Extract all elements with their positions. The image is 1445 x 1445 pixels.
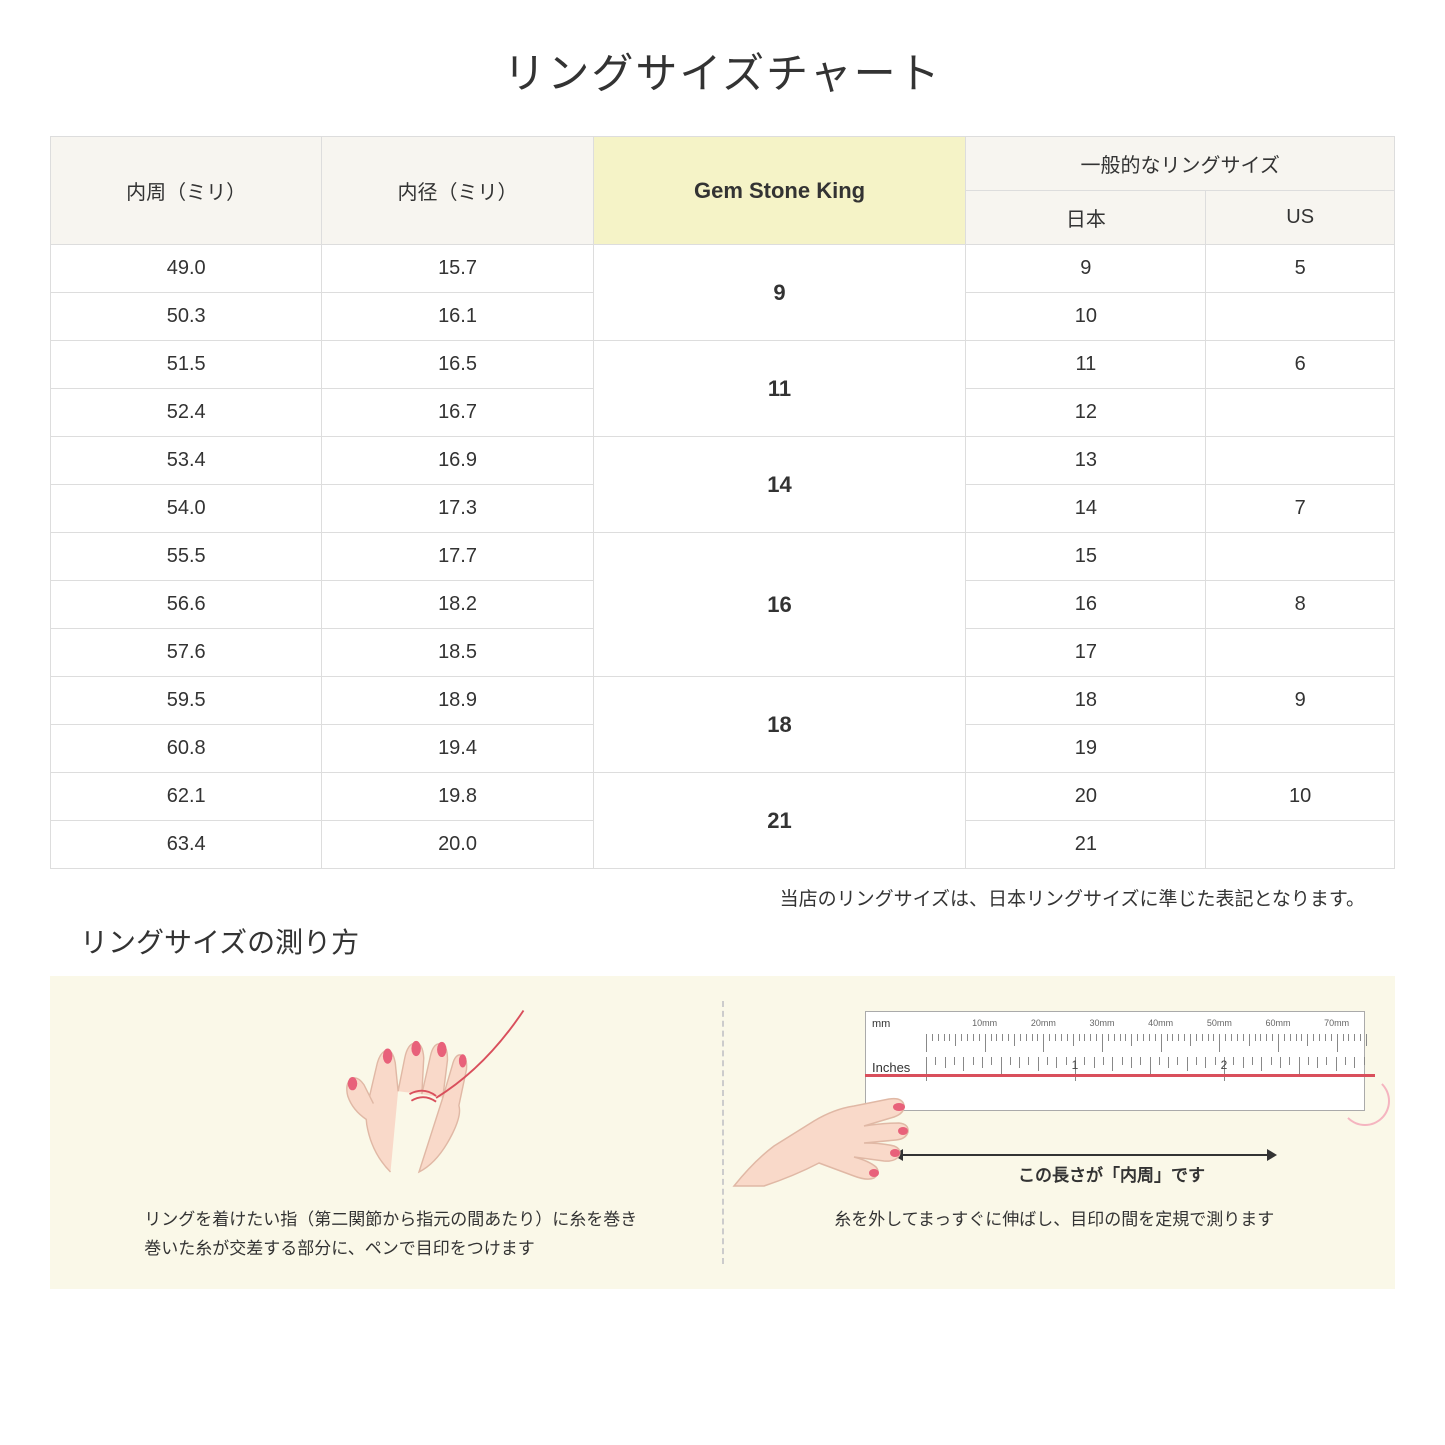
header-diameter: 内径（ミリ）	[322, 137, 593, 245]
header-gemstone: Gem Stone King	[593, 137, 966, 245]
table-row: 53.416.91413	[51, 437, 1395, 485]
cell-japan-size: 11	[966, 341, 1206, 389]
header-japan: 日本	[966, 191, 1206, 245]
cell-gemstone-size: 14	[593, 437, 966, 533]
cell-circumference: 51.5	[51, 341, 322, 389]
cell-japan-size: 10	[966, 293, 1206, 341]
size-chart-table: 内周（ミリ） 内径（ミリ） Gem Stone King 一般的なリングサイズ …	[50, 136, 1395, 869]
cell-gemstone-size: 21	[593, 773, 966, 869]
cell-diameter: 17.3	[322, 485, 593, 533]
ruler-mm-tick-label: 10mm	[972, 1018, 997, 1028]
ruler-inch-tick-label: 1	[1072, 1058, 1079, 1072]
thread-curl	[1340, 1076, 1390, 1126]
ruler-mm-tick-label: 40mm	[1148, 1018, 1173, 1028]
cell-japan-size: 20	[966, 773, 1206, 821]
cell-japan-size: 15	[966, 533, 1206, 581]
ruler-area: mm Inches 10mm20mm30mm40mm50mm60mm70mm12…	[744, 1001, 1366, 1191]
measuring-subtitle: リングサイズの測り方	[50, 921, 1395, 961]
cell-japan-size: 14	[966, 485, 1206, 533]
measured-thread	[865, 1074, 1375, 1077]
cell-japan-size: 12	[966, 389, 1206, 437]
cell-us-size	[1206, 293, 1395, 341]
header-general: 一般的なリングサイズ	[966, 137, 1395, 191]
cell-circumference: 52.4	[51, 389, 322, 437]
cell-diameter: 16.1	[322, 293, 593, 341]
cell-diameter: 18.2	[322, 581, 593, 629]
cell-japan-size: 13	[966, 437, 1206, 485]
table-row: 59.518.918189	[51, 677, 1395, 725]
instruction-right: mm Inches 10mm20mm30mm40mm50mm60mm70mm12…	[744, 1001, 1366, 1264]
header-us: US	[1206, 191, 1395, 245]
measure-arrow	[895, 1154, 1275, 1156]
cell-circumference: 53.4	[51, 437, 322, 485]
cell-diameter: 19.4	[322, 725, 593, 773]
ruler-mm-label: mm	[872, 1018, 890, 1030]
ruler-mm-tick-label: 60mm	[1265, 1018, 1290, 1028]
cell-us-size	[1206, 533, 1395, 581]
cell-japan-size: 18	[966, 677, 1206, 725]
cell-japan-size: 19	[966, 725, 1206, 773]
cell-us-size: 8	[1206, 581, 1395, 629]
cell-us-size: 6	[1206, 341, 1395, 389]
cell-diameter: 20.0	[322, 821, 593, 869]
cell-gemstone-size: 11	[593, 341, 966, 437]
cell-diameter: 18.5	[322, 629, 593, 677]
cell-circumference: 56.6	[51, 581, 322, 629]
cell-circumference: 60.8	[51, 725, 322, 773]
hand-illustration-measure	[724, 1031, 924, 1191]
cell-diameter: 16.5	[322, 341, 593, 389]
ruler-mm-tick-label: 70mm	[1324, 1018, 1349, 1028]
ruler-mm-tick-label: 50mm	[1207, 1018, 1232, 1028]
table-row: 55.517.71615	[51, 533, 1395, 581]
cell-us-size: 7	[1206, 485, 1395, 533]
table-row: 51.516.511116	[51, 341, 1395, 389]
cell-gemstone-size: 16	[593, 533, 966, 677]
ruler-mm-tick-label: 20mm	[1031, 1018, 1056, 1028]
hand-illustration-wrap	[248, 1001, 533, 1191]
cell-circumference: 59.5	[51, 677, 322, 725]
cell-gemstone-size: 18	[593, 677, 966, 773]
cell-diameter: 15.7	[322, 245, 593, 293]
cell-diameter: 18.9	[322, 677, 593, 725]
cell-us-size: 5	[1206, 245, 1395, 293]
cell-us-size	[1206, 437, 1395, 485]
instruction-panel: リングを着けたい指（第二関節から指元の間あたり）に糸を巻き巻いた糸が交差する部分…	[50, 976, 1395, 1289]
cell-diameter: 17.7	[322, 533, 593, 581]
cell-circumference: 49.0	[51, 245, 322, 293]
cell-circumference: 62.1	[51, 773, 322, 821]
instruction-left: リングを着けたい指（第二関節から指元の間あたり）に糸を巻き巻いた糸が交差する部分…	[80, 1001, 702, 1264]
cell-us-size	[1206, 629, 1395, 677]
cell-circumference: 54.0	[51, 485, 322, 533]
footnote: 当店のリングサイズは、日本リングサイズに準じた表記となります。	[50, 884, 1395, 911]
cell-us-size	[1206, 821, 1395, 869]
cell-japan-size: 9	[966, 245, 1206, 293]
cell-diameter: 19.8	[322, 773, 593, 821]
cell-circumference: 50.3	[51, 293, 322, 341]
table-row: 49.015.7995	[51, 245, 1395, 293]
page-title: リングサイズチャート	[50, 40, 1395, 101]
ruler-inch-tick-label: 2	[1221, 1058, 1228, 1072]
ruler-mm-tick-label: 30mm	[1089, 1018, 1114, 1028]
cell-japan-size: 16	[966, 581, 1206, 629]
instruction-text-right: 糸を外してまっすぐに伸ばし、目印の間を定規で測ります	[834, 1206, 1274, 1235]
ruler-illustration: mm Inches 10mm20mm30mm40mm50mm60mm70mm12	[865, 1011, 1365, 1111]
cell-circumference: 63.4	[51, 821, 322, 869]
instruction-text-left: リングを着けたい指（第二関節から指元の間あたり）に糸を巻き巻いた糸が交差する部分…	[144, 1206, 637, 1264]
cell-japan-size: 21	[966, 821, 1206, 869]
cell-diameter: 16.9	[322, 437, 593, 485]
header-circumference: 内周（ミリ）	[51, 137, 322, 245]
cell-us-size	[1206, 389, 1395, 437]
cell-circumference: 55.5	[51, 533, 322, 581]
cell-japan-size: 17	[966, 629, 1206, 677]
cell-us-size	[1206, 725, 1395, 773]
measure-label: この長さが「内周」です	[1018, 1161, 1205, 1186]
cell-gemstone-size: 9	[593, 245, 966, 341]
cell-us-size: 9	[1206, 677, 1395, 725]
cell-us-size: 10	[1206, 773, 1395, 821]
cell-diameter: 16.7	[322, 389, 593, 437]
cell-circumference: 57.6	[51, 629, 322, 677]
table-row: 62.119.8212010	[51, 773, 1395, 821]
